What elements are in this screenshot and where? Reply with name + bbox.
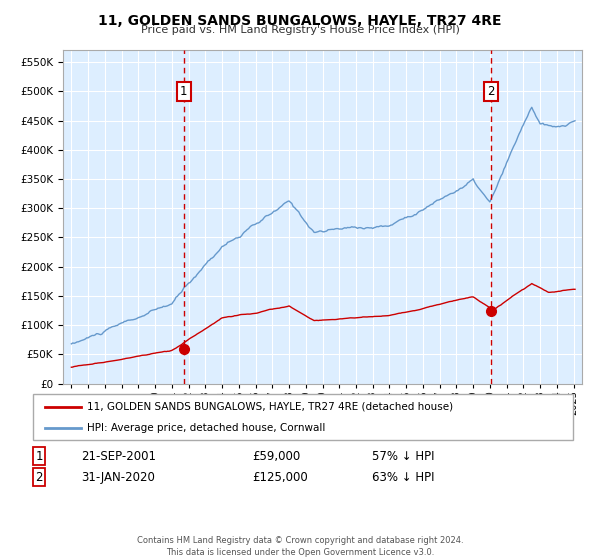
- Text: 1: 1: [35, 450, 43, 463]
- Text: Price paid vs. HM Land Registry's House Price Index (HPI): Price paid vs. HM Land Registry's House …: [140, 25, 460, 35]
- Text: HPI: Average price, detached house, Cornwall: HPI: Average price, detached house, Corn…: [87, 423, 325, 433]
- Text: Contains HM Land Registry data © Crown copyright and database right 2024.
This d: Contains HM Land Registry data © Crown c…: [137, 536, 463, 557]
- Text: 57% ↓ HPI: 57% ↓ HPI: [372, 450, 434, 463]
- Text: 11, GOLDEN SANDS BUNGALOWS, HAYLE, TR27 4RE: 11, GOLDEN SANDS BUNGALOWS, HAYLE, TR27 …: [98, 14, 502, 28]
- Text: 31-JAN-2020: 31-JAN-2020: [81, 470, 155, 484]
- Text: 21-SEP-2001: 21-SEP-2001: [81, 450, 156, 463]
- Text: £59,000: £59,000: [252, 450, 300, 463]
- Text: 63% ↓ HPI: 63% ↓ HPI: [372, 470, 434, 484]
- Text: 1: 1: [180, 85, 188, 98]
- Text: 11, GOLDEN SANDS BUNGALOWS, HAYLE, TR27 4RE (detached house): 11, GOLDEN SANDS BUNGALOWS, HAYLE, TR27 …: [87, 402, 453, 412]
- Text: 2: 2: [35, 470, 43, 484]
- Text: 2: 2: [488, 85, 495, 98]
- Text: £125,000: £125,000: [252, 470, 308, 484]
